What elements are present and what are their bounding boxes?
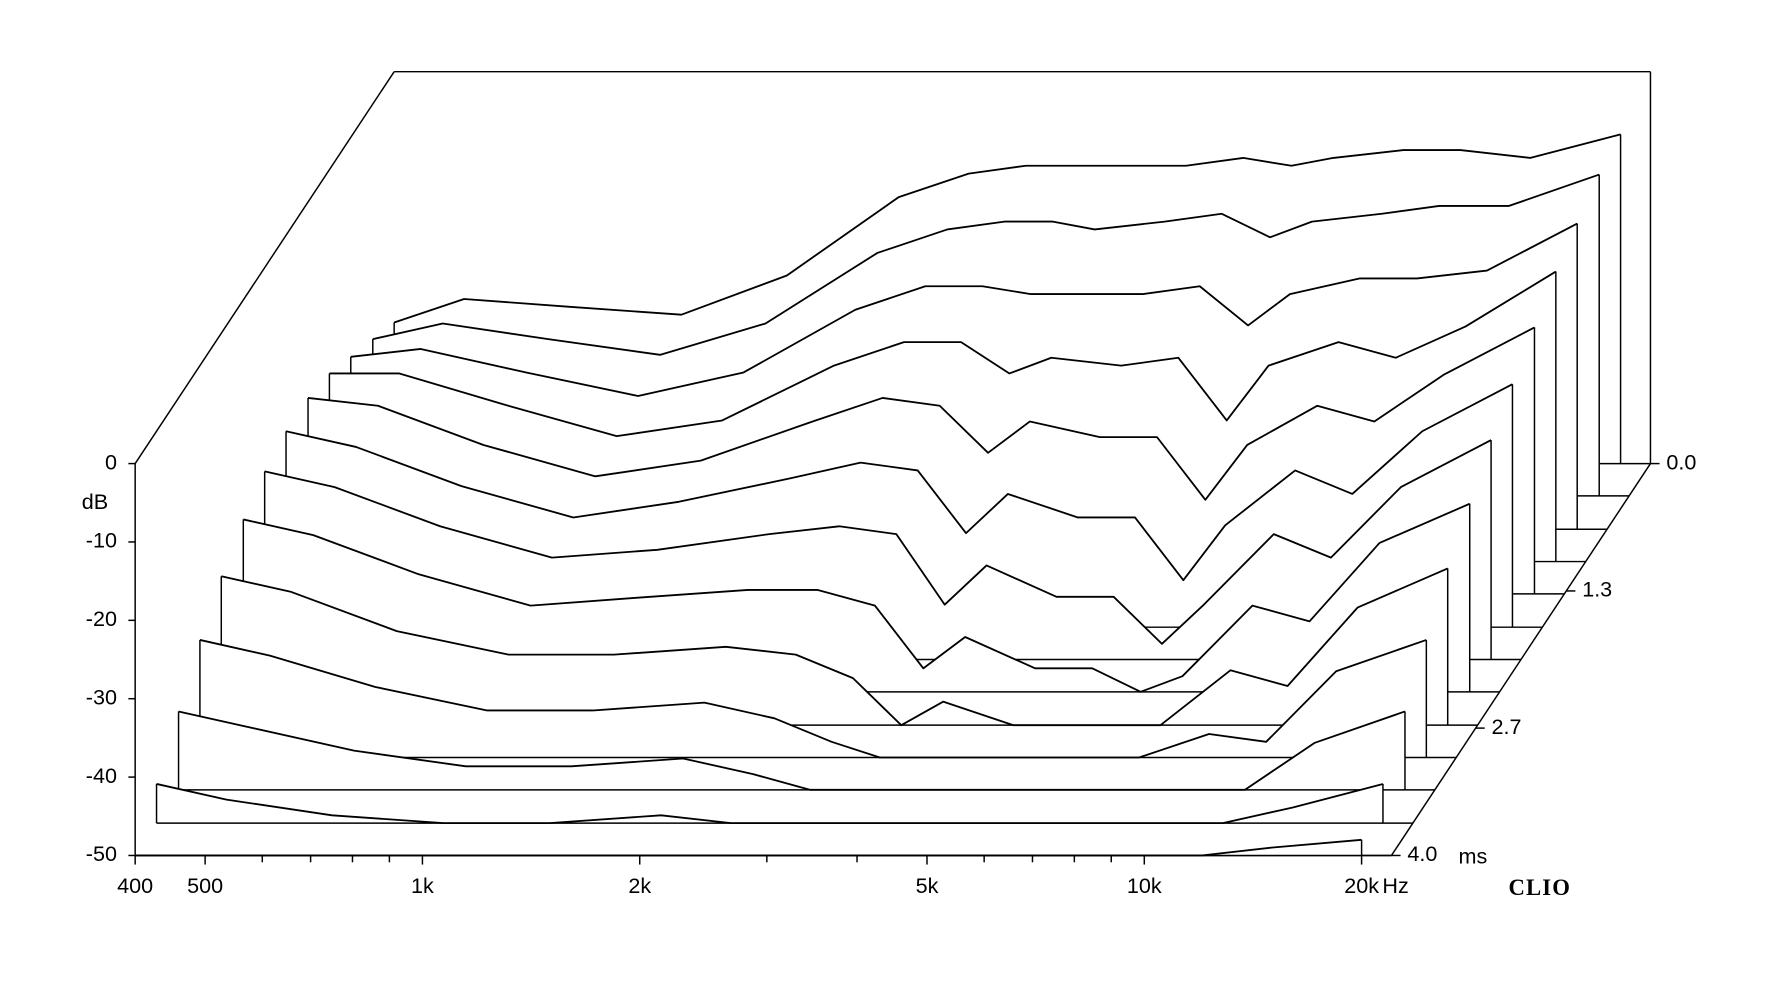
- slice-fill: [135, 839, 1392, 856]
- z-tick-label: 0.0: [1666, 449, 1696, 474]
- x-tick-label: 2k: [628, 873, 651, 898]
- y-tick-label: -10: [86, 528, 117, 553]
- slice-line: [178, 710, 1406, 791]
- y-tick-label: -40: [86, 763, 117, 788]
- slice-line: [135, 838, 1362, 857]
- z-tick-label: 2.7: [1492, 714, 1522, 739]
- y-tick-label: 0: [105, 449, 117, 474]
- y-tick-label: -50: [86, 841, 117, 866]
- slice-fill: [156, 783, 1413, 824]
- x-tick-label: 20k: [1344, 873, 1379, 898]
- slice-line: [285, 383, 1513, 582]
- y-axis-label: dB: [82, 489, 108, 514]
- x-tick-label: 500: [187, 873, 223, 898]
- brand-label: CLIO: [1508, 875, 1571, 900]
- slice-line: [350, 222, 1578, 397]
- z-tick-label: 4.0: [1407, 841, 1437, 866]
- x-tick-label: 1k: [411, 873, 434, 898]
- z-tick-label: 1.3: [1582, 577, 1612, 602]
- frame-line: [134, 71, 395, 464]
- slice-line: [393, 133, 1621, 324]
- slice-line: [329, 270, 1557, 438]
- slice-line: [199, 639, 1427, 759]
- slice-fill: [221, 568, 1478, 726]
- x-tick-label: 400: [117, 873, 153, 898]
- slice-line: [307, 326, 1535, 501]
- slice-line: [221, 567, 1449, 727]
- y-tick-label: -20: [86, 606, 117, 631]
- x-axis-label: Hz: [1382, 873, 1408, 898]
- x-tick-label: 5k: [916, 873, 939, 898]
- slice-fill: [243, 503, 1500, 692]
- slice-line: [372, 173, 1600, 356]
- slice-line: [243, 502, 1471, 693]
- slice-fill: [178, 711, 1435, 790]
- y-tick-label: -30: [86, 684, 117, 709]
- slice-line: [264, 439, 1492, 645]
- x-tick-label: 10k: [1127, 873, 1162, 898]
- slice-line: [156, 783, 1384, 825]
- z-axis-label: ms: [1458, 843, 1487, 868]
- slice-fill: [199, 639, 1457, 758]
